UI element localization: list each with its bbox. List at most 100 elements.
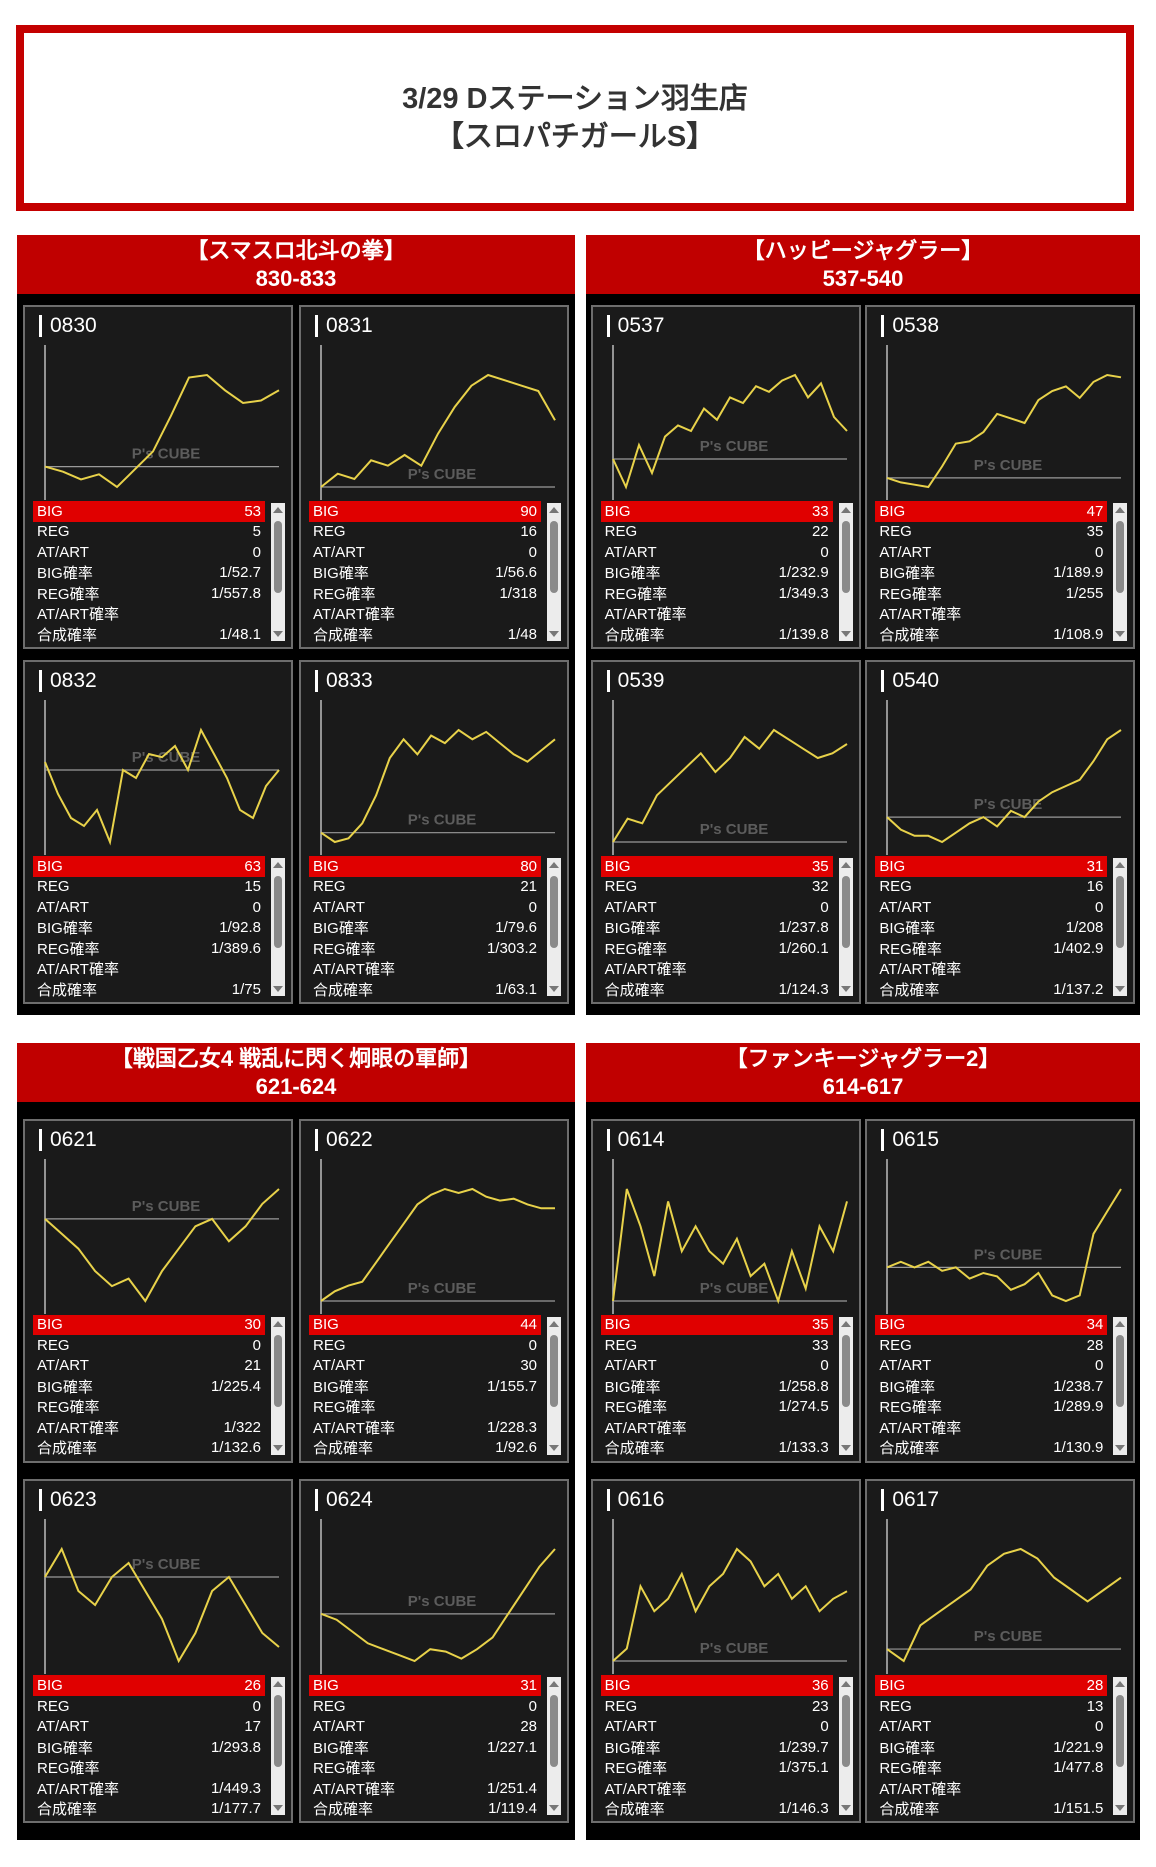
scroll-up-icon[interactable] <box>273 862 283 868</box>
scroll-thumb[interactable] <box>274 1695 282 1768</box>
scroll-down-icon[interactable] <box>273 986 283 992</box>
scroll-up-icon[interactable] <box>1115 862 1126 868</box>
machine-panel[interactable]: 0833 P's CUBE BIG 80 REG 21 AT/ART 0 BIG確率 1/79.6… <box>299 660 569 1004</box>
scroll-thumb[interactable] <box>274 1334 282 1407</box>
scroll-up-icon[interactable] <box>549 862 559 868</box>
scroll-down-icon[interactable] <box>840 1805 851 1812</box>
scroll-up-icon[interactable] <box>273 507 283 513</box>
scroll-up-icon[interactable] <box>840 1320 851 1327</box>
machine-panel[interactable]: 0537 P's CUBE BIG 33 REG 22 AT/ART 0 BIG確率 1/232.… <box>590 305 861 649</box>
stats-scrollbar[interactable] <box>547 858 561 996</box>
scroll-down-icon[interactable] <box>549 1805 559 1812</box>
machine-panel[interactable]: 0622 P's CUBE BIG 44 REG 0 AT/ART 30 BIG確率 1/155.… <box>299 1118 569 1463</box>
stats-scrollbar[interactable] <box>838 1677 853 1816</box>
stats-scrollbar[interactable] <box>1113 1316 1128 1455</box>
slump-line <box>611 1547 848 1663</box>
machine-panel[interactable]: 0831 P's CUBE BIG 90 REG 16 AT/ART 0 BIG確率 1/56.6… <box>299 305 569 649</box>
machine-number: 0616 <box>606 1489 664 1512</box>
stats-scrollbar[interactable] <box>838 503 853 641</box>
stat-label: AT/ART <box>313 1357 365 1375</box>
scroll-down-icon[interactable] <box>1115 631 1126 637</box>
scroll-up-icon[interactable] <box>840 1681 851 1688</box>
stats-scrollbar[interactable] <box>1113 503 1128 641</box>
stats-scrollbar[interactable] <box>271 1677 285 1816</box>
stats-scrollbar[interactable] <box>1113 858 1128 996</box>
stat-row: BIG確率 1/258.8 <box>601 1376 833 1397</box>
machine-panel[interactable]: 0538 P's CUBE BIG 47 REG 35 AT/ART 0 BIG確率 1/189.… <box>865 305 1136 649</box>
scroll-down-icon[interactable] <box>840 986 851 992</box>
scroll-thumb[interactable] <box>550 1334 558 1407</box>
scroll-thumb[interactable] <box>841 1334 850 1407</box>
machine-panel[interactable]: 0615 P's CUBE BIG 34 REG 28 AT/ART 0 BIG確率 1/238.… <box>865 1118 1136 1463</box>
machine-panel[interactable]: 0539 P's CUBE BIG 35 REG 32 AT/ART 0 BIG確率 1/237.… <box>590 660 861 1004</box>
scroll-down-icon[interactable] <box>549 631 559 637</box>
machine-panel[interactable]: 0624 P's CUBE BIG 31 REG 0 AT/ART 28 BIG確率 1/227.… <box>299 1479 569 1824</box>
machine-number: 0832 <box>39 670 97 692</box>
stats-scrollbar[interactable] <box>547 1677 561 1816</box>
scroll-up-icon[interactable] <box>549 1320 559 1327</box>
stats-scrollbar[interactable] <box>1113 1677 1128 1816</box>
scroll-up-icon[interactable] <box>1115 1320 1126 1327</box>
stat-row: BIG確率 1/227.1 <box>309 1737 541 1758</box>
scroll-thumb[interactable] <box>1116 876 1125 948</box>
scroll-thumb[interactable] <box>1116 521 1125 593</box>
scroll-down-icon[interactable] <box>840 631 851 637</box>
slump-chart: P's CUBE <box>886 345 1122 500</box>
machine-group: 【ハッピージャグラー】 537-540 0537 P's CUBE BIG 33 REG 22… <box>586 235 1140 1015</box>
scroll-down-icon[interactable] <box>840 1444 851 1451</box>
scroll-thumb[interactable] <box>841 521 850 593</box>
group-header: 【ファンキージャグラー2】 614-617 <box>586 1043 1140 1102</box>
stat-row: 合成確率 1/119.4 <box>309 1798 541 1819</box>
scroll-down-icon[interactable] <box>1115 1805 1126 1812</box>
machine-group: 【戦国乙女4 戦乱に閃く炯眼の軍師】 621-624 0621 P's CUBE BIG… <box>17 1043 575 1840</box>
stat-value: 28 <box>1086 1336 1104 1354</box>
stats-scrollbar[interactable] <box>547 503 561 641</box>
slump-chart: P's CUBE <box>611 1158 848 1314</box>
stats-scrollbar[interactable] <box>838 1316 853 1455</box>
scroll-down-icon[interactable] <box>1115 986 1126 992</box>
machine-panel[interactable]: 0614 P's CUBE BIG 35 REG 33 AT/ART 0 BIG確率 1/258.… <box>590 1118 861 1463</box>
machine-panel[interactable]: 0623 P's CUBE BIG 26 REG 0 AT/ART 17 BIG確率 1/293.… <box>23 1479 293 1824</box>
scroll-down-icon[interactable] <box>549 986 559 992</box>
scroll-up-icon[interactable] <box>840 507 851 513</box>
machine-panel[interactable]: 0617 P's CUBE BIG 28 REG 13 AT/ART 0 BIG確率 1/221.… <box>865 1479 1136 1824</box>
scroll-thumb[interactable] <box>274 876 282 948</box>
stats-scrollbar[interactable] <box>838 858 853 996</box>
scroll-down-icon[interactable] <box>273 1444 283 1451</box>
scroll-thumb[interactable] <box>1116 1695 1125 1768</box>
stat-row: AT/ART 17 <box>33 1716 265 1737</box>
scroll-thumb[interactable] <box>274 521 282 593</box>
scroll-thumb[interactable] <box>1116 1334 1125 1407</box>
stat-row: REG確率 1/255 <box>875 583 1107 604</box>
stats-scrollbar[interactable] <box>271 858 285 996</box>
scroll-up-icon[interactable] <box>840 862 851 868</box>
scroll-down-icon[interactable] <box>273 1805 283 1812</box>
scroll-thumb[interactable] <box>550 521 558 593</box>
machine-panel[interactable]: 0621 P's CUBE BIG 30 REG 0 AT/ART 21 BIG確率 1/225.… <box>23 1118 293 1463</box>
scroll-thumb[interactable] <box>841 876 850 948</box>
scroll-down-icon[interactable] <box>273 631 283 637</box>
scroll-up-icon[interactable] <box>273 1320 283 1327</box>
machine-panel[interactable]: 0832 P's CUBE BIG 63 REG 15 AT/ART 0 BIG確率 1/92.8… <box>23 660 293 1004</box>
scroll-thumb[interactable] <box>550 876 558 948</box>
scroll-down-icon[interactable] <box>549 1444 559 1451</box>
machine-panel[interactable]: 0830 P's CUBE BIG 53 REG 5 AT/ART 0 BIG確率 1/52.7 R… <box>23 305 293 649</box>
machine-panel[interactable]: 0616 P's CUBE BIG 36 REG 23 AT/ART 0 BIG確率 1/239.… <box>590 1479 861 1824</box>
stat-value: 0 <box>528 898 537 916</box>
scroll-up-icon[interactable] <box>273 1681 283 1688</box>
scroll-up-icon[interactable] <box>549 1681 559 1688</box>
stats-scrollbar[interactable] <box>271 503 285 641</box>
scroll-thumb[interactable] <box>550 1695 558 1768</box>
stats-scrollbar[interactable] <box>547 1316 561 1455</box>
stats-scrollbar[interactable] <box>271 1316 285 1455</box>
stat-row: BIG 30 <box>33 1314 265 1336</box>
machine-number: 0540 <box>881 670 939 692</box>
scroll-up-icon[interactable] <box>549 507 559 513</box>
scroll-up-icon[interactable] <box>1115 507 1126 513</box>
scroll-up-icon[interactable] <box>1115 1681 1126 1688</box>
machine-panel[interactable]: 0540 P's CUBE BIG 31 REG 16 AT/ART 0 BIG確率 1/208 R… <box>865 660 1136 1004</box>
scroll-thumb[interactable] <box>841 1695 850 1768</box>
slump-chart: P's CUBE <box>611 345 848 500</box>
stat-value: 0 <box>1094 1718 1104 1736</box>
scroll-down-icon[interactable] <box>1115 1444 1126 1451</box>
